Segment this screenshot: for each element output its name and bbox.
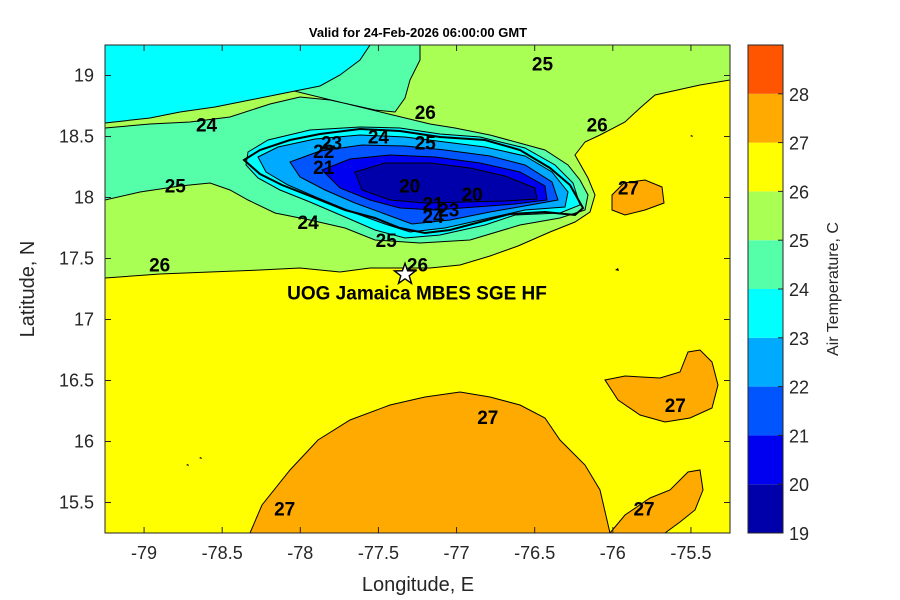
colorbar-segment (748, 386, 783, 436)
colorbar-tick-label: 20 (789, 475, 809, 495)
contour-label: 24 (196, 115, 218, 136)
contour-label: 27 (618, 179, 639, 200)
star-icon (392, 261, 418, 286)
colorbar-tick-label: 26 (789, 182, 809, 202)
colorbar-label: Air Temperature, C (825, 222, 842, 356)
colorbar-tick-label: 22 (789, 378, 809, 398)
y-tick-label: 17.5 (59, 249, 94, 269)
colorbar-segment (748, 191, 783, 241)
contour-label: 20 (399, 176, 420, 197)
small-island-dot (615, 268, 619, 271)
colorbar-tick-label: 27 (789, 134, 809, 154)
temperature-band-19-20 (354, 162, 538, 204)
temperature-band-27-28-east (611, 179, 665, 216)
colorbar-segment (748, 435, 783, 485)
colorbar-segment (748, 337, 783, 387)
contour-label: 26 (415, 103, 436, 124)
colorbar-segment (748, 142, 783, 192)
contour-label: 24 (368, 128, 390, 149)
y-tick-label: 15.5 (59, 493, 94, 513)
contour-label: 20 (462, 185, 483, 206)
colorbar-tick-label: 21 (789, 426, 809, 446)
temperature-band-23-24 (105, 45, 371, 124)
small-island-dot (199, 457, 202, 459)
contour-label: 24 (298, 213, 320, 234)
colorbar-tick-label: 24 (789, 280, 809, 300)
y-tick-label: 16.5 (59, 371, 94, 391)
contour-label: 21 (423, 195, 445, 216)
contour-label: 25 (532, 54, 554, 75)
contour-label: 22 (313, 142, 334, 163)
contour-label: 26 (587, 115, 608, 136)
x-tick-label: -77 (444, 543, 470, 563)
x-tick-label: -77.5 (358, 543, 399, 563)
x-axis-label: Longitude, E (362, 574, 474, 596)
colorbar-tick-label: 25 (789, 231, 809, 251)
temperature-band-27-28-southeast (604, 349, 719, 423)
y-tick-label: 18 (74, 188, 94, 208)
x-tick-label: -76 (600, 543, 626, 563)
temperature-band-27-28-south (249, 391, 611, 533)
contour-label: 23 (321, 134, 342, 155)
colorbar-segment (748, 289, 783, 338)
y-tick-label: 16 (74, 432, 94, 452)
y-axis-label: Latitude, N (17, 241, 39, 338)
small-island-dot (186, 464, 189, 466)
colorbar-tick-label: 28 (789, 85, 809, 105)
colorbar-segment (748, 93, 783, 143)
colorbar: 28 27 26 25 24 23 22 21 20 19 (747, 44, 809, 544)
station-label: UOG Jamaica MBES SGE HF (287, 283, 547, 304)
jamaica-coastline (242, 127, 585, 235)
y-tick-label: 18.5 (59, 127, 94, 147)
x-tick-label: -75.5 (670, 543, 711, 563)
y-tick-label: 17 (74, 310, 94, 330)
contour-label: 25 (376, 231, 398, 252)
colorbar-tick-label: 23 (789, 329, 809, 349)
y-tick-label: 19 (74, 66, 94, 86)
contour-label: 27 (665, 396, 686, 417)
colorbar-tick-label: 19 (789, 524, 809, 544)
contour-label: 27 (274, 500, 295, 521)
contour-label: 27 (633, 500, 654, 521)
colorbar-segment (748, 240, 783, 289)
temperature-band-27-28-far-southeast (609, 469, 704, 533)
x-axis: -79 -78.5 -78 -77.5 -77 -76.5 -76 -75.5 (131, 45, 711, 563)
small-island-dot (690, 135, 693, 137)
colorbar-segment (748, 484, 783, 533)
x-tick-label: -78.5 (202, 543, 243, 563)
y-axis: 19 18.5 18 17.5 17 16.5 16 15.5 (59, 66, 730, 513)
x-tick-label: -76.5 (514, 543, 555, 563)
figure-title: Valid for 24-Feb-2026 06:00:00 GMT (309, 25, 527, 40)
contour-label: 25 (415, 134, 437, 155)
contour-label: 21 (313, 158, 335, 179)
plot-frame (104, 44, 731, 534)
colorbar-segment (748, 45, 783, 94)
x-tick-label: -78 (287, 543, 313, 563)
contour-label: 26 (149, 256, 170, 277)
x-tick-label: -79 (131, 543, 157, 563)
contour-label: 27 (477, 408, 498, 429)
station-marker: UOG Jamaica MBES SGE HF (287, 261, 547, 304)
contour-label: 25 (165, 176, 187, 197)
contour-label: 24 (423, 207, 445, 228)
contour-label: 23 (438, 201, 459, 222)
